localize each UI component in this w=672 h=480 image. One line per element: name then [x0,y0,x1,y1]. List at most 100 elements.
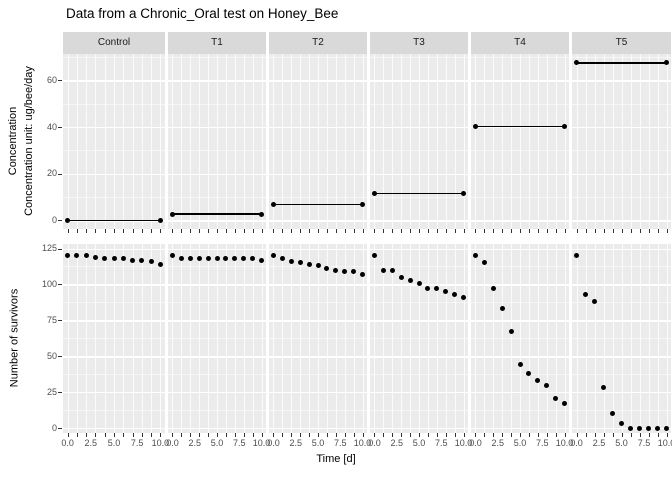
gridline-vertical [282,53,284,229]
x-tick-label: 0.0 [267,437,280,448]
axis-tick-x [594,432,596,437]
facet-strip: T3 [370,31,468,54]
axis-tick-x [181,432,183,437]
gridline-vertical [657,243,659,433]
gridline-vertical [639,53,641,229]
axis-tick-x [401,432,403,437]
gridline-horizontal-major [471,80,569,82]
gridline-vertical [475,53,477,229]
data-point [461,294,467,300]
axis-tick-x [208,228,210,233]
axis-tick-x [344,228,346,233]
x-tick-label: 2.5 [390,437,403,448]
gridline-horizontal-major [370,127,468,129]
axis-tick-x [555,432,557,437]
gridline-vertical [436,53,438,229]
axis-tick-x [576,228,578,233]
data-point [120,256,126,262]
gridline-vertical [564,243,566,433]
gridline-horizontal-minor [370,302,468,304]
data-point [499,306,505,312]
axis-tick-y [58,80,62,82]
axis-tick-x [353,432,355,437]
concentration-line [475,125,565,128]
y-tick-label: 0 [51,214,57,225]
axis-tick-x [648,228,650,233]
data-point [214,256,220,262]
y-tick-label: 40 [46,121,57,132]
axis-tick-x [520,228,521,233]
gridline-vertical [427,53,429,229]
gridline-vertical [374,243,376,433]
axis-tick-x [95,228,97,233]
gridline-vertical [401,53,403,229]
data-point [315,263,321,269]
gridline-horizontal-major [370,320,468,322]
axis-tick-x [392,228,394,233]
axis-tick-x [564,432,566,437]
data-point [102,256,108,262]
concentration-line [374,192,464,195]
gridline-horizontal-major [471,173,569,175]
data-point [270,253,276,259]
gridline-vertical [234,53,236,229]
axis-tick-x [537,432,539,437]
axis-tick-x [300,432,302,437]
axis-tick-x [621,432,623,437]
gridline-horizontal-major [471,356,569,358]
x-tick-label: 0.0 [469,437,482,448]
axis-tick-x [225,432,227,437]
gridline-horizontal-major [63,356,165,358]
data-point [544,382,550,388]
axis-tick-x [511,432,513,437]
axis-tick-x [86,432,88,437]
x-tick-label: 7.5 [536,437,549,448]
x-tick-label: 10.0 [151,437,170,448]
gridline-vertical [555,243,557,433]
facet-strip: T1 [168,31,266,54]
y-tick-label: 20 [46,168,57,179]
axis-tick-x [335,432,337,437]
data-point [83,253,89,259]
axis-tick-x [454,432,456,437]
concentration-endpoint [562,123,568,129]
axis-tick-x [383,432,385,437]
gridline-horizontal-minor [63,266,165,268]
gridline-vertical [217,53,218,229]
axis-tick-x [410,228,412,233]
gridline-vertical [252,53,254,229]
data-point [324,266,330,272]
axis-tick-x [427,432,429,437]
concentration-endpoint [360,201,366,207]
axis-tick-x [318,432,319,437]
x-tick-label: 7.5 [637,437,651,448]
data-point [342,269,348,275]
gridline-horizontal-minor [63,302,165,304]
gridline-horizontal-major [269,220,367,222]
axis-tick-x [555,228,557,233]
axis-tick-x [95,432,97,437]
concentration-endpoint [664,60,669,66]
gridline-horizontal-major [168,127,266,129]
gridline-vertical [493,53,495,229]
gridline-horizontal-major [63,284,165,286]
gridline-horizontal-major [471,320,569,322]
gridline-horizontal-minor [370,103,468,105]
data-point [526,371,532,377]
gridline-vertical [454,243,456,433]
data-point [111,256,117,262]
gridline-vertical [86,53,88,229]
axis-tick-x [612,432,614,437]
gridline-vertical [383,53,385,229]
data-point [205,256,211,262]
x-tick-label: 10.0 [454,437,473,448]
data-point [619,421,624,427]
gridline-horizontal-major [63,428,165,430]
gridline-horizontal-major [572,320,671,322]
gridline-horizontal-minor [168,302,266,304]
axis-tick-x [76,432,78,437]
axis-tick-x [463,228,465,233]
data-point [637,425,642,431]
facet-strip-label: T5 [615,37,628,48]
